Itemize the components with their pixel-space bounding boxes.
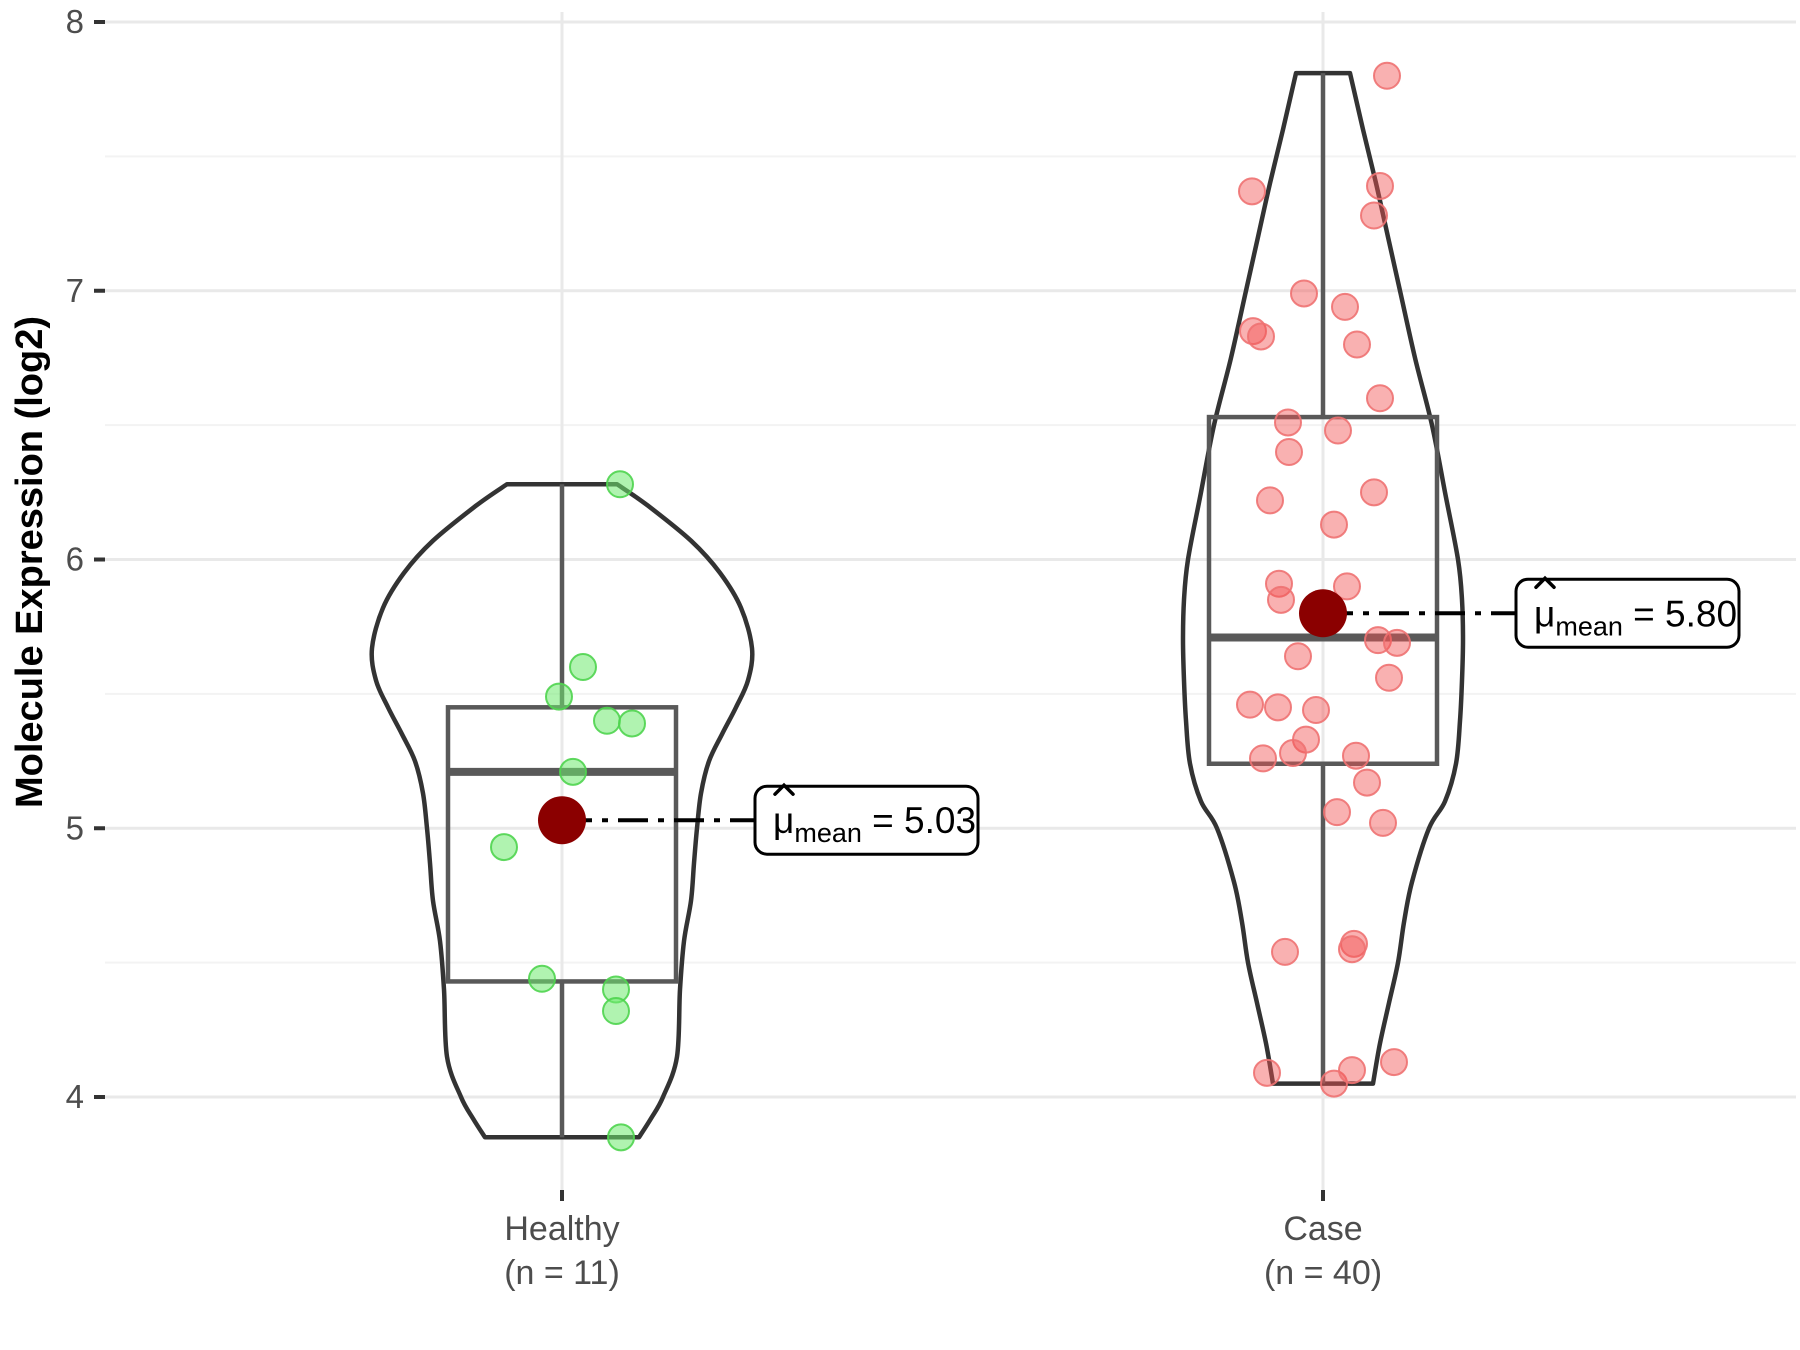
- data-point: [1236, 690, 1264, 719]
- y-tick-label: 6: [66, 541, 84, 578]
- data-point: [1338, 935, 1366, 964]
- data-point: [490, 833, 518, 862]
- mu-hat-mark: [1534, 575, 1556, 589]
- data-point: [1324, 416, 1352, 445]
- violin-outline: [369, 481, 755, 1140]
- data-point: [1331, 292, 1359, 321]
- x-group-sublabel: (n = 11): [504, 1254, 620, 1292]
- data-point: [528, 964, 556, 993]
- data-point: [1271, 937, 1299, 966]
- data-point: [1279, 739, 1307, 767]
- data-point: [606, 470, 634, 499]
- data-point: [1366, 384, 1394, 413]
- data-point: [607, 1123, 635, 1152]
- y-tick-label: 7: [66, 272, 84, 309]
- data-point: [1383, 628, 1411, 657]
- data-point: [1380, 1048, 1408, 1077]
- mean-label-box: [753, 784, 980, 856]
- violin-outline: [1180, 70, 1466, 1086]
- data-point: [1360, 478, 1388, 507]
- data-point: [1366, 171, 1394, 200]
- data-point: [1369, 808, 1397, 837]
- data-point: [1256, 486, 1284, 515]
- data-point: [593, 706, 621, 735]
- data-point: [1343, 330, 1371, 359]
- x-group-label: Case: [1283, 1210, 1362, 1248]
- data-point: [1323, 798, 1351, 827]
- y-tick-label: 5: [66, 809, 84, 846]
- data-point: [1333, 572, 1361, 601]
- data-point: [1375, 663, 1403, 692]
- data-point: [1290, 279, 1318, 308]
- data-point: [1274, 408, 1302, 437]
- x-group-sublabel: (n = 40): [1264, 1254, 1382, 1292]
- data-point: [1342, 741, 1370, 770]
- mu-hat-mark: [773, 782, 795, 796]
- data-point: [569, 653, 597, 681]
- data-point: [1249, 744, 1277, 773]
- data-point: [1373, 61, 1401, 90]
- data-point: [1284, 642, 1312, 671]
- data-point: [545, 682, 573, 711]
- data-point: [1275, 438, 1303, 466]
- mean-dot: [1299, 589, 1347, 638]
- data-point: [1338, 1056, 1366, 1085]
- mean-dot: [538, 796, 586, 845]
- data-point: [1353, 768, 1381, 797]
- data-point: [618, 709, 646, 738]
- data-point: [1247, 322, 1275, 351]
- data-point: [1320, 510, 1348, 539]
- boxplot-box: [1206, 414, 1440, 766]
- y-tick-label: 8: [66, 3, 84, 40]
- plot-panel: 8 7 6 5 4 μmean = 5.03 Healthy (n = 11) μmean = …: [66, 3, 1796, 1292]
- data-point: [1264, 693, 1292, 722]
- data-point: [559, 757, 587, 786]
- mean-label-text: μmean = 5.03: [773, 800, 976, 848]
- data-point: [1238, 177, 1266, 206]
- data-point: [602, 997, 630, 1025]
- mean-label-text: μmean = 5.80: [1534, 593, 1737, 641]
- data-point: [1360, 201, 1388, 230]
- data-point: [1239, 317, 1267, 346]
- data-point: [1253, 1058, 1281, 1087]
- x-group-label: Healthy: [504, 1210, 619, 1248]
- mean-label-box: [1514, 577, 1741, 649]
- y-tick-label: 4: [66, 1078, 84, 1115]
- data-point: [1267, 585, 1295, 614]
- data-point: [1302, 696, 1330, 724]
- y-axis-title: Molecule Expression (log2): [9, 316, 51, 808]
